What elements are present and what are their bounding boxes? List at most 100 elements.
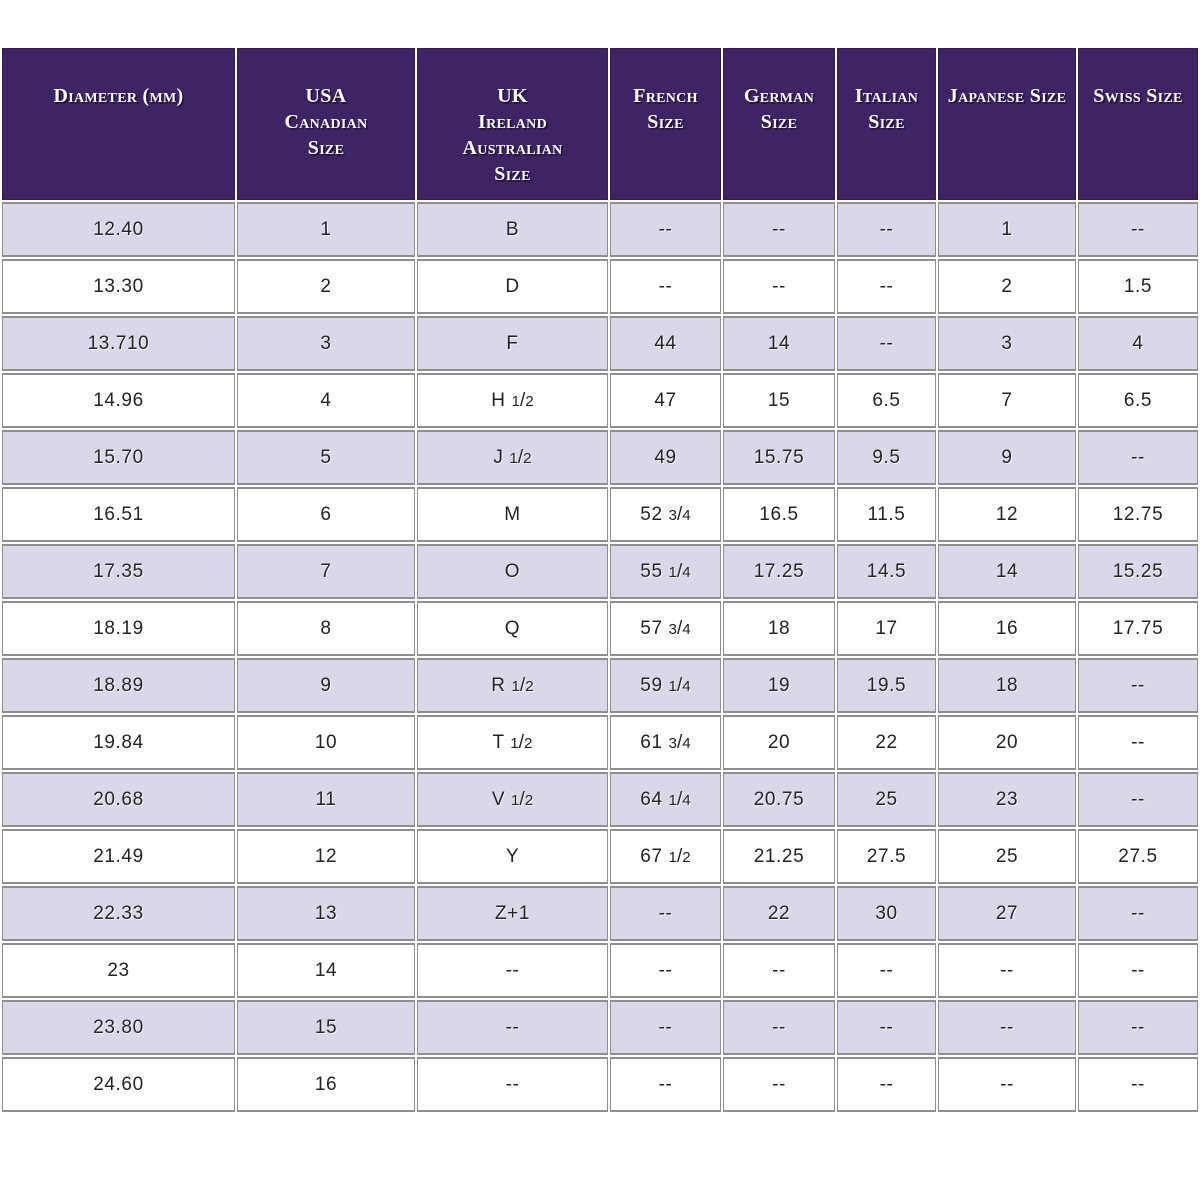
table-cell: 25	[938, 829, 1076, 884]
table-cell: 14	[938, 544, 1076, 599]
table-cell: 19.5	[837, 658, 936, 713]
table-cell: 23	[2, 943, 235, 998]
table-cell: 19.84	[2, 715, 235, 770]
column-header: UK Ireland Australian Size	[417, 48, 608, 200]
table-cell: 15.70	[2, 430, 235, 485]
table-cell: 16	[938, 601, 1076, 656]
table-cell: 1	[237, 202, 415, 257]
table-cell: 17.75	[1078, 601, 1198, 656]
table-cell: --	[723, 202, 835, 257]
column-header: German Size	[723, 48, 835, 200]
table-cell: --	[837, 316, 936, 371]
table-cell: 20.68	[2, 772, 235, 827]
table-cell: --	[1078, 715, 1198, 770]
table-cell: 16	[237, 1057, 415, 1112]
table-cell: 17	[837, 601, 936, 656]
table-header: Diameter (mm) USA Canadian Size UK Ireland Aus…	[2, 48, 1198, 200]
table-cell: 13.30	[2, 259, 235, 314]
table-cell: Z+1	[417, 886, 608, 941]
table-row: 15.70 5 J 1/2 49 15.75 9.5 9 --	[2, 430, 1198, 485]
table-cell: --	[938, 943, 1076, 998]
table-row: 20.68 11 V 1/2 64 1/4 20.75 25 23 --	[2, 772, 1198, 827]
table-cell: --	[610, 1000, 721, 1055]
table-cell: 27	[938, 886, 1076, 941]
table-cell: 3	[938, 316, 1076, 371]
ring-size-conversion-table: Diameter (mm) USA Canadian Size UK Ireland Aus…	[0, 46, 1200, 1114]
table-cell: T 1/2	[417, 715, 608, 770]
table-cell: 11.5	[837, 487, 936, 542]
table-cell: 20	[723, 715, 835, 770]
table-cell: --	[417, 1000, 608, 1055]
table-cell: 14	[723, 316, 835, 371]
table-cell: 9	[237, 658, 415, 713]
table-cell: Y	[417, 829, 608, 884]
table-cell: H 1/2	[417, 373, 608, 428]
table-body: 12.40 1 B -- -- -- 1 -- 13.30 2 D -- -- -- 2 1.5 13.710 3…	[2, 202, 1198, 1112]
table-cell: 7	[938, 373, 1076, 428]
table-cell: 12.75	[1078, 487, 1198, 542]
table-cell: 57 3/4	[610, 601, 721, 656]
table-cell: D	[417, 259, 608, 314]
table-cell: J 1/2	[417, 430, 608, 485]
table-cell: R 1/2	[417, 658, 608, 713]
table-cell: 19	[723, 658, 835, 713]
table-cell: 49	[610, 430, 721, 485]
table-row: 14.96 4 H 1/2 47 15 6.5 7 6.5	[2, 373, 1198, 428]
table-cell: --	[837, 1057, 936, 1112]
table-cell: --	[610, 1057, 721, 1112]
table-cell: B	[417, 202, 608, 257]
table-cell: V 1/2	[417, 772, 608, 827]
table-cell: --	[1078, 1057, 1198, 1112]
table-cell: 20	[938, 715, 1076, 770]
column-header: Swiss Size	[1078, 48, 1198, 200]
table-cell: 14	[237, 943, 415, 998]
table-cell: 16.5	[723, 487, 835, 542]
table-cell: --	[837, 259, 936, 314]
column-header: Italian Size	[837, 48, 936, 200]
table-cell: 24.60	[2, 1057, 235, 1112]
table-cell: --	[610, 259, 721, 314]
table-cell: 9	[938, 430, 1076, 485]
table-cell: 64 1/4	[610, 772, 721, 827]
table-row: 18.19 8 Q 57 3/4 18 17 16 17.75	[2, 601, 1198, 656]
table-cell: --	[1078, 430, 1198, 485]
column-header: USA Canadian Size	[237, 48, 415, 200]
table-row: 17.35 7 O 55 1/4 17.25 14.5 14 15.25	[2, 544, 1198, 599]
table-cell: 15	[237, 1000, 415, 1055]
table-cell: --	[610, 943, 721, 998]
table-cell: --	[610, 886, 721, 941]
table-row: 13.30 2 D -- -- -- 2 1.5	[2, 259, 1198, 314]
table-cell: --	[1078, 1000, 1198, 1055]
column-header: Diameter (mm)	[2, 48, 235, 200]
table-cell: --	[837, 202, 936, 257]
table-row: 21.49 12 Y 67 1/2 21.25 27.5 25 27.5	[2, 829, 1198, 884]
table-cell: 14.96	[2, 373, 235, 428]
table-cell: 4	[237, 373, 415, 428]
table-cell: --	[1078, 943, 1198, 998]
table-cell: 12	[938, 487, 1076, 542]
table-cell: O	[417, 544, 608, 599]
table-cell: 15.75	[723, 430, 835, 485]
table-cell: --	[938, 1000, 1076, 1055]
table-cell: 11	[237, 772, 415, 827]
table-cell: 16.51	[2, 487, 235, 542]
table-cell: 59 1/4	[610, 658, 721, 713]
table-cell: --	[1078, 886, 1198, 941]
table-cell: 61 3/4	[610, 715, 721, 770]
table-cell: 15	[723, 373, 835, 428]
table-cell: 30	[837, 886, 936, 941]
table-cell: --	[723, 943, 835, 998]
table-row: 24.60 16 -- -- -- -- -- --	[2, 1057, 1198, 1112]
table-cell: 13	[237, 886, 415, 941]
table-cell: 4	[1078, 316, 1198, 371]
table-cell: 22	[837, 715, 936, 770]
table-row: 13.710 3 F 44 14 -- 3 4	[2, 316, 1198, 371]
table-cell: --	[723, 259, 835, 314]
table-cell: --	[938, 1057, 1076, 1112]
column-header: French Size	[610, 48, 721, 200]
table-cell: 13.710	[2, 316, 235, 371]
table-cell: 22	[723, 886, 835, 941]
table-cell: 23.80	[2, 1000, 235, 1055]
table-cell: 8	[237, 601, 415, 656]
